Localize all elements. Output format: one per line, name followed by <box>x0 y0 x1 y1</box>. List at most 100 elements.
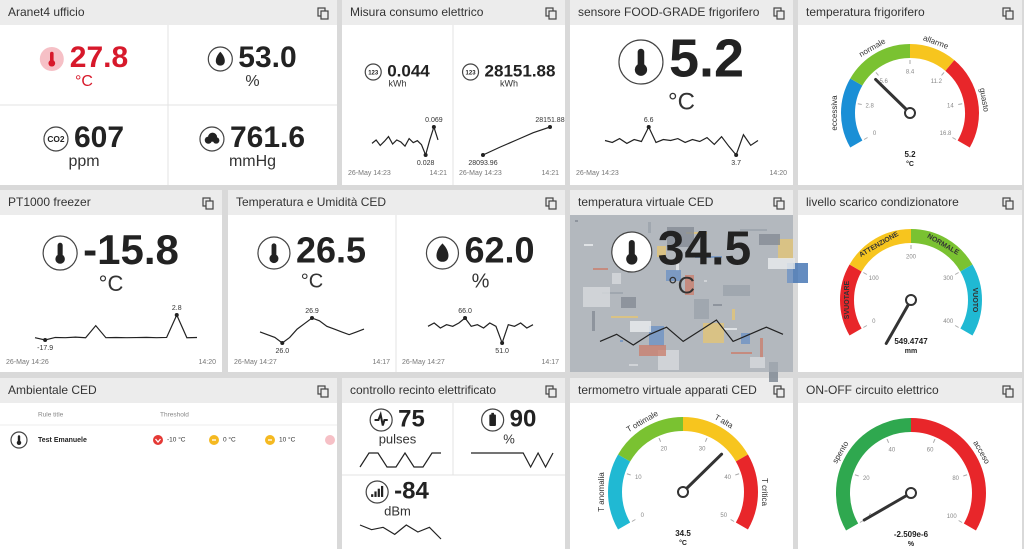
gauge-tick <box>932 438 936 443</box>
threshold-label: 0 °C <box>223 436 236 444</box>
copy-button[interactable] <box>202 197 214 210</box>
copy-icon <box>1005 200 1014 210</box>
gauge-tick <box>854 474 859 477</box>
tile-unit: % <box>472 270 490 292</box>
copy-button[interactable] <box>545 7 557 20</box>
tile-unit: % <box>503 431 515 446</box>
tile: 34.5°C <box>599 223 784 346</box>
icon-glyph <box>57 242 63 258</box>
photo-detail <box>584 244 593 246</box>
photo-detail <box>695 256 722 258</box>
copy-button[interactable] <box>773 197 785 210</box>
sparkline <box>427 317 534 345</box>
gauge-unit: °C <box>906 160 914 168</box>
gauge-band-label: guasto <box>978 87 991 113</box>
gauge-tick-label: 30 <box>699 447 706 453</box>
tile-unit: °C <box>99 271 124 296</box>
widget-body <box>798 378 1022 549</box>
photo-detail <box>649 326 664 346</box>
spark-start-time: 26-May 14:27 <box>402 359 445 366</box>
spark-start-time: 26-May 14:23 <box>459 170 502 177</box>
widget-header <box>342 0 565 25</box>
icon-glyph <box>374 491 377 497</box>
widget-title: livello scarico condizionatore <box>806 195 959 209</box>
spark-end-time: 14:17 <box>541 359 559 366</box>
copy-button[interactable] <box>773 7 785 20</box>
copy-button[interactable] <box>545 385 557 398</box>
sparkline <box>604 125 759 157</box>
tile-value: -15.8 <box>83 226 179 273</box>
gauge-tick <box>631 519 636 522</box>
photo-detail <box>759 234 780 245</box>
table-header: Threshold <box>160 412 189 419</box>
gauge-tick-label: 200 <box>906 255 917 261</box>
copy-button[interactable] <box>1002 7 1014 20</box>
icon-glyph <box>489 414 496 427</box>
gauge-needle <box>681 452 724 494</box>
gauge-tick-label: 60 <box>927 448 934 454</box>
gauge-hub <box>677 486 689 498</box>
widget-body <box>0 190 222 372</box>
spark-start-time: 26-May 14:26 <box>6 359 49 366</box>
gauge-band <box>841 78 863 148</box>
icon-glyph <box>377 488 380 497</box>
widget-title: PT1000 freezer <box>8 195 91 209</box>
gauge-tick <box>954 272 959 275</box>
tile-unit: °C <box>668 272 695 299</box>
widget-header <box>798 378 1022 403</box>
widget-header <box>342 378 565 403</box>
spark-max-label: 2.8 <box>172 305 182 312</box>
gauge-unit: °C <box>679 539 687 547</box>
tile-unit: mmHg <box>229 153 276 170</box>
threshold-badge <box>153 435 163 445</box>
icon-glyph <box>269 254 279 264</box>
widget-header <box>0 190 222 215</box>
gauge-band <box>945 60 979 148</box>
icon-glyph <box>17 435 21 442</box>
spark-max-label: 28151.88 <box>535 117 564 124</box>
spark-end-time: 14:20 <box>198 359 216 366</box>
photo-detail <box>667 227 694 247</box>
widget-title: termometro virtuale apparati CED <box>578 383 757 397</box>
tile-value: 53.0 <box>238 41 296 74</box>
copy-button[interactable] <box>545 197 557 210</box>
gauge-band <box>840 264 862 336</box>
gauge-tick-label: 100 <box>947 514 958 520</box>
gauge-band-label: SVUOTARE <box>844 280 851 319</box>
tile-value: 761.6 <box>230 121 305 154</box>
gauge-needle <box>884 298 913 345</box>
gauge-tick <box>886 438 890 443</box>
icon-glyph <box>371 494 374 497</box>
gauge-unit: mm <box>905 348 917 355</box>
gauge-tick <box>735 473 740 476</box>
widget-title: controllo recinto elettrificato <box>350 383 496 397</box>
threshold-label: 10 °C <box>279 436 296 444</box>
photo-detail <box>731 352 752 354</box>
copy-button[interactable] <box>317 385 329 398</box>
spark-max-point <box>646 125 651 129</box>
copy-icon <box>548 10 557 20</box>
widget-body <box>798 190 1022 372</box>
icon-circle <box>43 126 69 152</box>
icon-glyph <box>634 63 648 76</box>
gauge-tick-label: 0 <box>872 319 876 325</box>
gauge-tick-label: 40 <box>889 448 896 454</box>
sparkline <box>599 319 784 346</box>
copy-button[interactable] <box>317 7 329 20</box>
widget-header <box>570 378 793 403</box>
copy-button[interactable] <box>773 385 785 398</box>
tile: 62.0% 66.0 51.0 26-May 14:27 14:17 <box>402 230 559 366</box>
spark-min-label: -17.9 <box>37 345 53 352</box>
spark-min-point <box>500 341 505 345</box>
photo-detail <box>750 357 765 368</box>
copy-button[interactable] <box>1002 197 1014 210</box>
photo-detail <box>602 292 623 294</box>
widget-title: ON-OFF circuito elettrico <box>806 383 939 397</box>
copy-button[interactable] <box>1002 385 1014 398</box>
spark-start-time: 26-May 14:27 <box>234 359 277 366</box>
spark-max-point <box>463 316 468 320</box>
threshold-arrow <box>155 438 161 444</box>
